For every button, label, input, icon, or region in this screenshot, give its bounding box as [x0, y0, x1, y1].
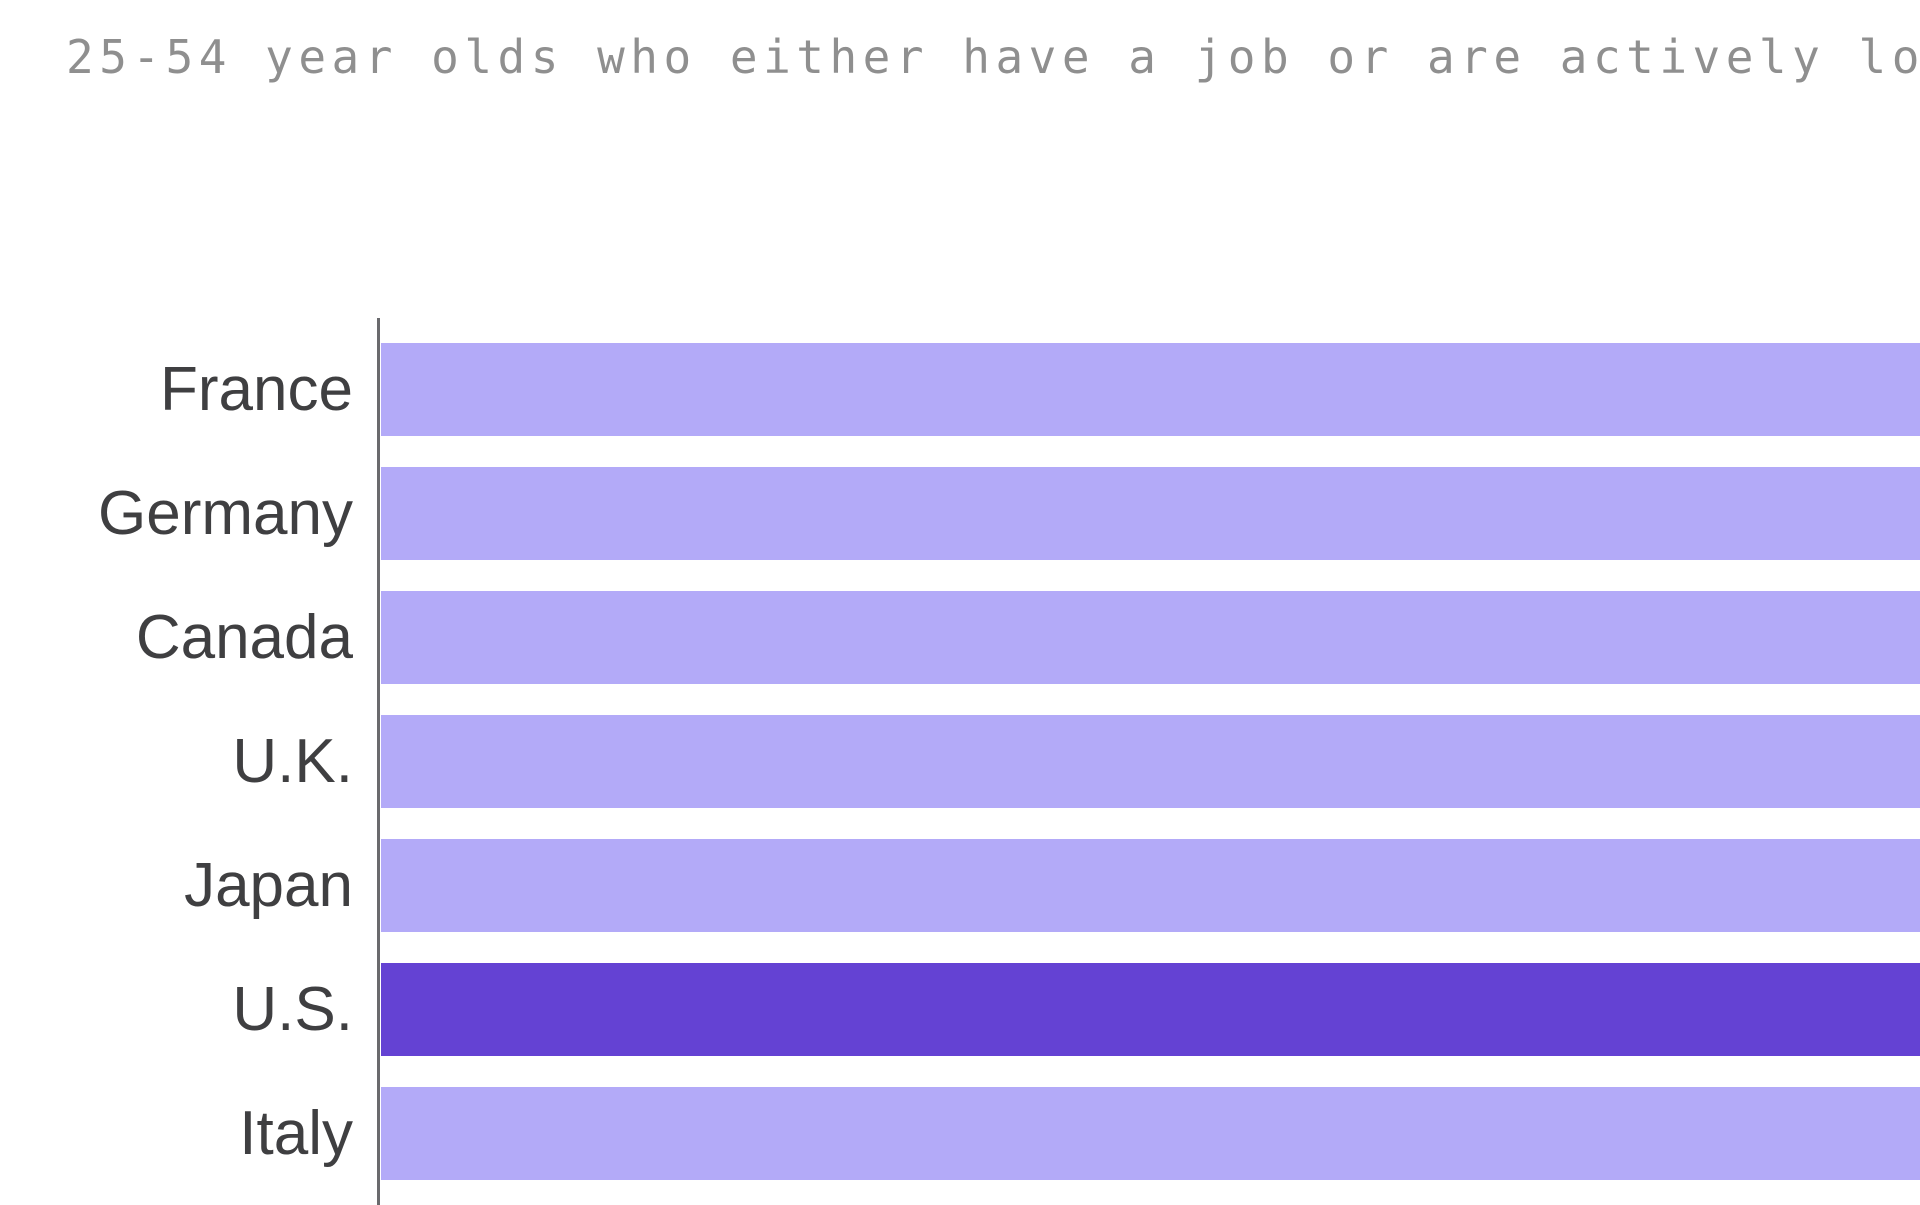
category-label-uk: U.K.: [232, 727, 353, 796]
bar-row-france: France: [0, 343, 1920, 436]
bar-france: [381, 343, 1920, 436]
category-label-us: U.S.: [232, 975, 353, 1044]
bar-us: [381, 963, 1920, 1056]
category-label-canada: Canada: [135, 603, 353, 672]
bar-row-japan: Japan: [0, 839, 1920, 932]
y-axis-line: [377, 318, 380, 1205]
bar-germany: [381, 467, 1920, 560]
bar-row-germany: Germany: [0, 467, 1920, 560]
category-label-japan: Japan: [184, 851, 353, 920]
bar-row-us: U.S.: [0, 963, 1920, 1056]
plot-area: France Germany Canada U.K. Japan U.S. It…: [0, 140, 1920, 1205]
bar-japan: [381, 839, 1920, 932]
category-label-france: France: [160, 355, 353, 424]
bar-italy: [381, 1087, 1920, 1180]
bar-row-canada: Canada: [0, 591, 1920, 684]
bar-row-uk: U.K.: [0, 715, 1920, 808]
category-label-germany: Germany: [98, 479, 353, 548]
bar-canada: [381, 591, 1920, 684]
category-label-italy: Italy: [239, 1099, 353, 1168]
bar-row-italy: Italy: [0, 1087, 1920, 1180]
bar-uk: [381, 715, 1920, 808]
chart-title: 25-54 year olds who either have a job or…: [66, 30, 1920, 84]
